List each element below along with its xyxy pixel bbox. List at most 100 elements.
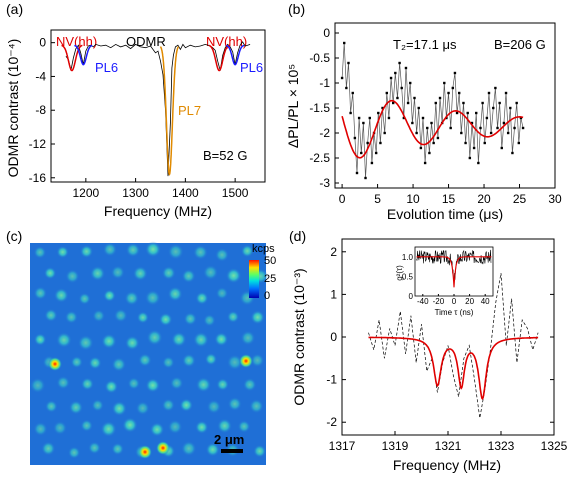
panel-b-data-point — [517, 141, 521, 145]
panel-b-data-point — [360, 151, 363, 155]
panel-c-defect-spot — [145, 378, 160, 393]
panel-b-data-point — [364, 176, 367, 180]
inset-xtick-label: 20 — [465, 297, 474, 306]
panel-c-defect-spot — [110, 265, 125, 280]
panel-b-data-point — [368, 116, 371, 120]
panel-b-xtick-label: 30 — [548, 192, 562, 206]
panel-c-bright-spot — [239, 354, 253, 368]
panel-b-data-point — [455, 111, 459, 115]
panel-c-defect-spot — [203, 314, 216, 327]
panel-b-data-point — [511, 151, 514, 155]
panel-b-data-point — [404, 66, 408, 70]
panel-b-data-point — [366, 141, 369, 145]
panel-b-data-point — [387, 116, 391, 120]
panel-c-defect-spot — [204, 353, 218, 366]
panel-b-data-point — [406, 101, 410, 105]
panel-c-defect-spot — [195, 420, 209, 434]
panel-c-defect-spot — [33, 246, 47, 259]
panel-c-defect-spot — [111, 442, 124, 456]
inset-xtick-label: 40 — [481, 297, 490, 306]
panel-b-data-point — [347, 61, 350, 65]
panel-b-xlabel: Evolution time (μs) — [387, 206, 503, 222]
panel-a-ytick-label: 0 — [39, 36, 46, 50]
panel-c-defect-spot — [132, 266, 148, 281]
panel-a-fit-dip — [208, 44, 230, 72]
panel-c-colorbar-tick-25: 25 — [264, 273, 276, 285]
panel-c-defect-spot — [101, 333, 117, 349]
panel-b-data-point — [409, 81, 412, 85]
panel-c-defect-spot — [179, 398, 193, 412]
panel-b-data-point — [462, 101, 465, 105]
panel-c-defect-spot — [124, 291, 139, 306]
panel-c-defect-spot — [217, 418, 232, 434]
panel-b-ytick-label: -1.5 — [309, 101, 330, 115]
panel-c-defect-spot — [88, 356, 102, 370]
panel-c-defect-spot — [90, 265, 106, 281]
panel-c-scalebar-label: 2 μm — [214, 432, 244, 447]
panel-b-data-point — [515, 101, 518, 105]
panel-c-defect-spot — [78, 292, 91, 305]
panel-b-data-point — [428, 151, 431, 155]
panel-c-colorbar — [249, 260, 259, 298]
panel-d-chart: ODMR contrast (10⁻³) Frequency (MHz) -40… — [291, 238, 568, 473]
panel-c-defect-spot — [68, 400, 84, 415]
panel-b-data-point — [500, 146, 503, 150]
panel-c-defect-spot — [64, 310, 78, 324]
panel-c-defect-spot — [100, 421, 117, 437]
panel-c-defect-spot — [182, 353, 196, 368]
inset-ytick-label: 0.5 — [402, 272, 414, 281]
panel-d-data-line — [368, 273, 539, 419]
panel-c-defect-spot — [203, 264, 219, 280]
panel-c-defect-spot — [56, 245, 69, 259]
panel-c-defect-spot — [79, 244, 94, 259]
panel-c-defect-spot — [111, 357, 127, 372]
panel-c-spots — [30, 241, 269, 459]
panel-c-bright-spot — [156, 441, 170, 455]
panel-b-xtick-label: 15 — [442, 192, 456, 206]
panel-c-defect-spot — [149, 422, 165, 437]
panel-b-xtick-label: 0 — [339, 192, 346, 206]
panel-c-defect-spot — [193, 331, 209, 348]
panel-c-defect-spot — [170, 376, 184, 390]
panel-b-data-point — [509, 106, 512, 110]
panel-b-data-point — [426, 126, 429, 130]
panel-a-xtick-label: 1500 — [222, 186, 249, 200]
panel-c-defect-spot — [91, 399, 104, 412]
panel-d-fit-line — [368, 336, 539, 400]
panel-b-data-point — [343, 41, 346, 45]
panel-c-defect-spot — [146, 329, 163, 346]
panel-b-data-point — [351, 91, 354, 95]
panel-b-data-point — [374, 151, 378, 155]
panel-c-defect-spot — [205, 442, 220, 457]
panel-b-data-point — [345, 86, 348, 90]
panel-d-ytick-label: 1 — [330, 287, 337, 301]
panel-b-data-point — [513, 126, 516, 130]
panel-a-xtick-label: 1400 — [172, 186, 199, 200]
panel-b-data-point — [396, 96, 399, 100]
panel-d-ylabel: ODMR contrast (10⁻³) — [291, 268, 307, 405]
panel-b-data-point — [419, 146, 423, 150]
panel-c-defect-spot — [113, 308, 128, 323]
panel-a-annot-field: B=52 G — [203, 148, 247, 163]
panel-b-data-point — [340, 76, 344, 80]
panel-a-annot-pl6-1: PL6 — [95, 60, 118, 75]
panel-b-data-point — [487, 91, 491, 95]
panel-c-colorbar-tick-50: 50 — [264, 255, 276, 267]
panel-c-defect-spot — [122, 417, 138, 433]
panel-a-annot-nv2: NV(hh) — [206, 34, 247, 49]
panel-a-ytick-label: -4 — [35, 69, 46, 83]
panel-a-fit-dip — [74, 44, 93, 66]
inset-ytick-label: 0 — [409, 292, 414, 301]
panel-c-image: 2 μm kcps 50 25 0 — [30, 241, 276, 465]
panel-b-data-point — [489, 131, 493, 135]
panel-c-defect-spot — [56, 332, 72, 348]
inset-xtick-label: -40 — [417, 297, 429, 306]
panel-b-data-point — [468, 156, 472, 160]
panel-b-data-point — [432, 141, 435, 145]
panel-b-data-point — [475, 111, 478, 115]
panel-b-data-point — [436, 136, 440, 140]
panel-a-ytick-label: -16 — [29, 171, 47, 185]
panel-b-data-point — [381, 106, 384, 110]
panel-c-defect-spot — [240, 330, 256, 346]
panel-c-defect-spot — [43, 266, 57, 280]
